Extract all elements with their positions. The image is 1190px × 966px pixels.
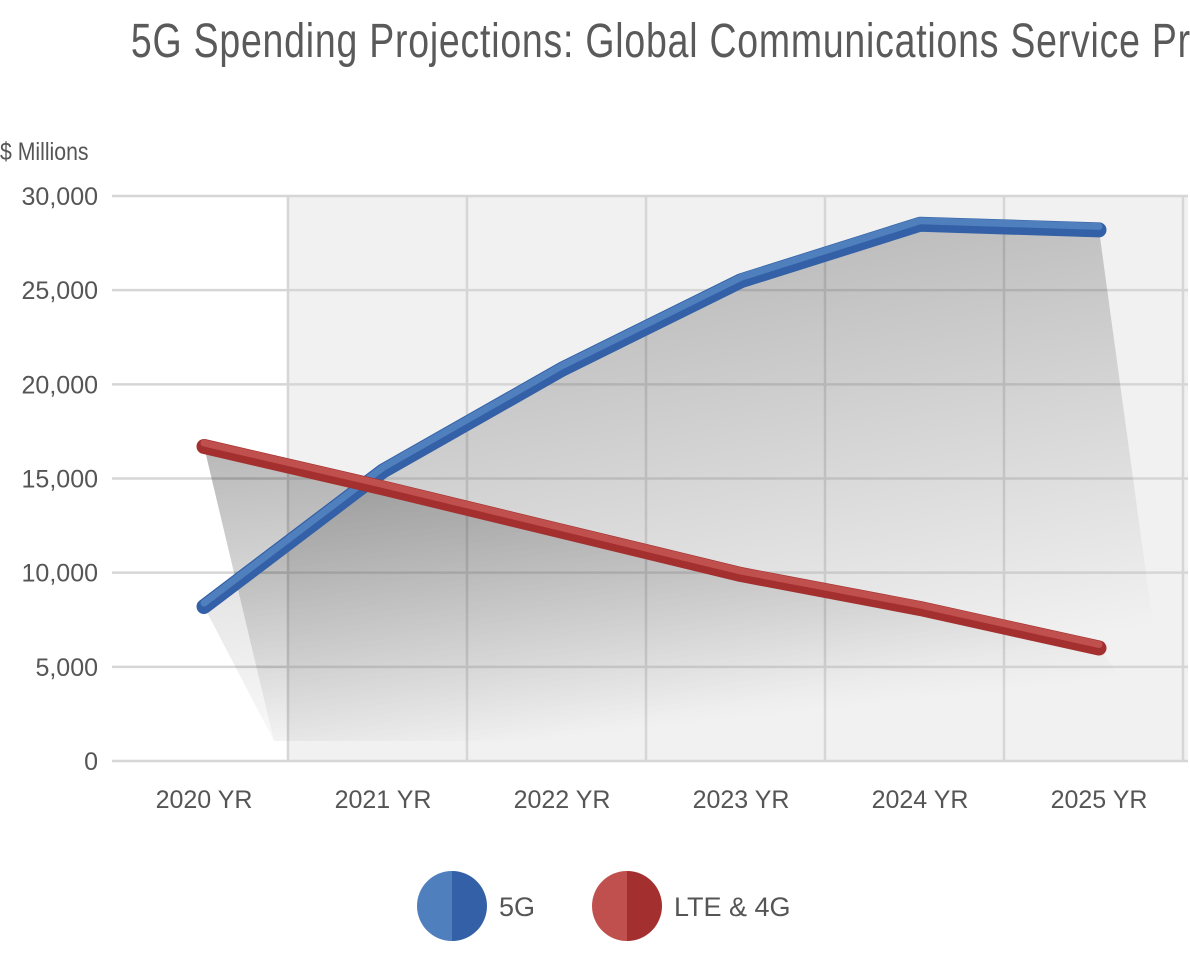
y-tick-label: 30,000: [22, 183, 98, 211]
x-tick-label: 2022 YR: [514, 786, 611, 814]
series-shadow: [204, 446, 1169, 741]
y-tick-label: 10,000: [22, 560, 98, 588]
y-tick-label: 0: [84, 748, 98, 776]
y-axis-label: $ Millions: [0, 137, 89, 165]
y-tick-label: 20,000: [22, 371, 98, 399]
x-tick-label: 2021 YR: [335, 786, 432, 814]
legend-swatch: [452, 871, 487, 941]
legend-swatch: [627, 871, 662, 941]
x-tick-label: 2024 YR: [872, 786, 969, 814]
y-tick-label: 25,000: [22, 277, 98, 305]
series-line-highlight: [200, 439, 1103, 648]
x-tick-label: 2025 YR: [1051, 786, 1148, 814]
x-tick-label: 2020 YR: [156, 786, 253, 814]
legend-label: LTE & 4G: [674, 892, 791, 922]
legend-label: 5G: [499, 892, 535, 922]
y-tick-label: 5,000: [35, 654, 98, 682]
x-tick-label: 2023 YR: [693, 786, 790, 814]
legend-swatch: [592, 871, 627, 941]
chart-title: 5G Spending Projections: Global Communic…: [130, 15, 1190, 68]
y-tick-label: 15,000: [22, 466, 98, 494]
series-line-highlight: [200, 217, 1103, 607]
legend-swatch: [417, 871, 452, 941]
